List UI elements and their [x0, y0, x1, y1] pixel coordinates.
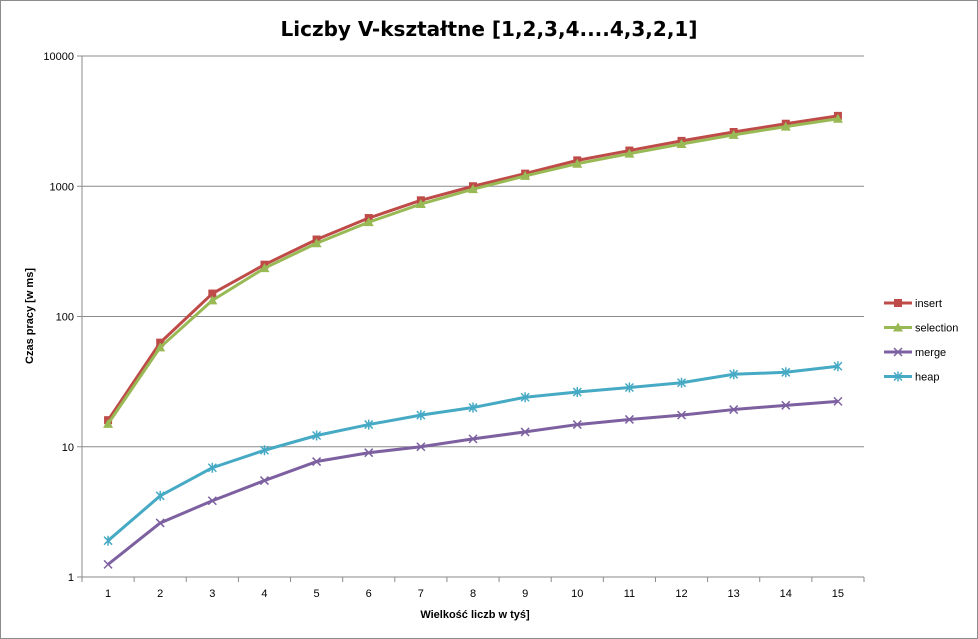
data-point	[893, 347, 903, 357]
x-tick-label: 9	[522, 588, 528, 600]
x-tick-label: 13	[728, 588, 740, 600]
series-line	[107, 364, 839, 542]
data-point	[677, 377, 687, 388]
data-point	[728, 129, 739, 139]
data-point	[364, 448, 374, 458]
x-tick-label: 15	[832, 588, 844, 600]
data-point	[624, 148, 635, 158]
x-tick-label: 2	[157, 588, 163, 600]
data-point	[893, 371, 903, 382]
x-axis-label: Wielkość liczb w tyś]	[420, 609, 530, 621]
y-tick-label: 1000	[50, 181, 74, 193]
y-tick-labels: 1 10 100 1000 10000	[43, 51, 74, 584]
x-tick-label: 1	[105, 588, 111, 600]
legend-item-heap: heap	[884, 371, 939, 384]
data-point	[572, 158, 583, 168]
data-point	[207, 462, 217, 473]
legend-label: merge	[915, 347, 946, 359]
x-tick-label: 5	[314, 588, 320, 600]
y-tick-label: 10	[62, 442, 74, 454]
series-merge	[103, 396, 843, 569]
data-point	[894, 299, 902, 307]
grid-lines	[82, 55, 864, 448]
series-heap	[103, 361, 843, 546]
data-point	[781, 400, 791, 410]
legend-item-insert: insert	[884, 298, 942, 310]
data-point	[572, 420, 582, 430]
y-tick-label: 100	[56, 312, 74, 324]
legend-item-selection: selection	[884, 322, 958, 335]
axes	[77, 55, 865, 582]
data-point	[312, 457, 322, 467]
x-tick-label: 3	[209, 588, 215, 600]
data-point	[572, 387, 582, 398]
series-selection	[103, 113, 843, 428]
data-point	[364, 419, 374, 430]
data-point	[415, 199, 426, 209]
data-point	[312, 430, 322, 441]
data-point	[520, 392, 530, 403]
data-point	[468, 434, 478, 444]
data-point	[833, 361, 843, 372]
data-point	[208, 289, 217, 298]
data-point	[103, 559, 113, 569]
x-tick-label: 14	[780, 588, 792, 600]
data-point	[676, 139, 687, 149]
y-tick-label: 1	[68, 572, 74, 584]
data-point	[363, 217, 374, 227]
data-point	[833, 396, 843, 406]
data-point	[781, 367, 791, 378]
legend-label: insert	[915, 298, 942, 310]
x-tick-label: 6	[366, 588, 372, 600]
data-point	[103, 535, 113, 546]
x-tick-label: 10	[571, 588, 583, 600]
legend-item-merge: merge	[884, 347, 946, 359]
data-point	[155, 518, 165, 528]
x-tick-label: 4	[261, 588, 267, 600]
y-tick-label: 10000	[43, 51, 74, 63]
data-point	[207, 496, 217, 506]
data-point	[416, 442, 426, 452]
data-point	[624, 414, 634, 424]
data-point	[729, 369, 739, 380]
series-group	[103, 111, 843, 569]
x-tick-label: 11	[624, 588, 635, 600]
data-point	[311, 238, 322, 248]
x-tick-label: 12	[675, 588, 687, 600]
series-line	[106, 117, 839, 425]
y-axis-label: Czas pracy [w ms]	[24, 268, 36, 364]
data-point	[259, 476, 269, 486]
data-point	[207, 295, 218, 305]
data-point	[520, 427, 530, 437]
data-point	[624, 382, 634, 393]
x-tick-label: 8	[470, 588, 476, 600]
series-line	[107, 399, 839, 566]
data-point	[468, 402, 478, 413]
data-point	[155, 490, 165, 501]
x-tick-label: 7	[418, 588, 424, 600]
data-point	[259, 445, 269, 456]
data-point	[832, 113, 843, 123]
data-point	[416, 410, 426, 421]
data-point	[729, 405, 739, 415]
data-point	[103, 418, 114, 428]
x-tick-labels: 1 2 3 4 5 6 7 8 9 10 11 12 13 14 15	[105, 588, 844, 600]
data-point	[468, 184, 478, 194]
legend-label: selection	[915, 323, 958, 335]
chart-title: Liczby V-kształtne [1,2,3,4....4,3,2,1]	[281, 17, 698, 41]
data-point	[893, 322, 903, 332]
data-point	[780, 121, 791, 131]
data-point	[155, 342, 166, 352]
legend: insert selection merge heap	[884, 298, 958, 384]
data-point	[259, 263, 270, 273]
data-point	[520, 170, 531, 180]
legend-label: heap	[915, 372, 939, 384]
data-point	[677, 410, 687, 420]
